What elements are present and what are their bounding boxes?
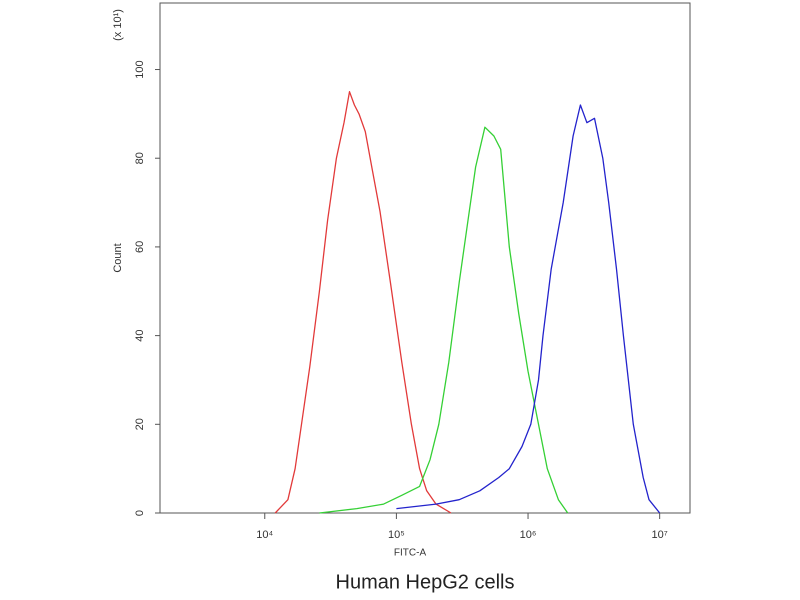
y-tick-label: 60 [134, 241, 146, 253]
y-unit: (x 10¹) [112, 9, 124, 41]
histogram-line [319, 126, 569, 514]
caption: Human HepG2 cells [336, 571, 515, 593]
x-tick-label: 10⁷ [652, 529, 668, 541]
plot-frame [159, 2, 691, 514]
x-tick-label: 10⁶ [520, 529, 537, 541]
x-tick-label: 10⁴ [256, 529, 273, 541]
x-axis-label: FITC-A [394, 548, 427, 559]
y-axis-label: Count [112, 243, 124, 272]
y-tick-label: 40 [134, 329, 146, 341]
histogram-line [396, 104, 661, 514]
y-tick-label: 20 [134, 418, 146, 430]
histogram-line [274, 91, 452, 514]
x-tick-label: 10⁵ [388, 529, 405, 541]
y-tick-label: 0 [134, 510, 146, 516]
y-tick-label: 80 [134, 152, 146, 164]
y-tick-label: 100 [134, 60, 146, 78]
